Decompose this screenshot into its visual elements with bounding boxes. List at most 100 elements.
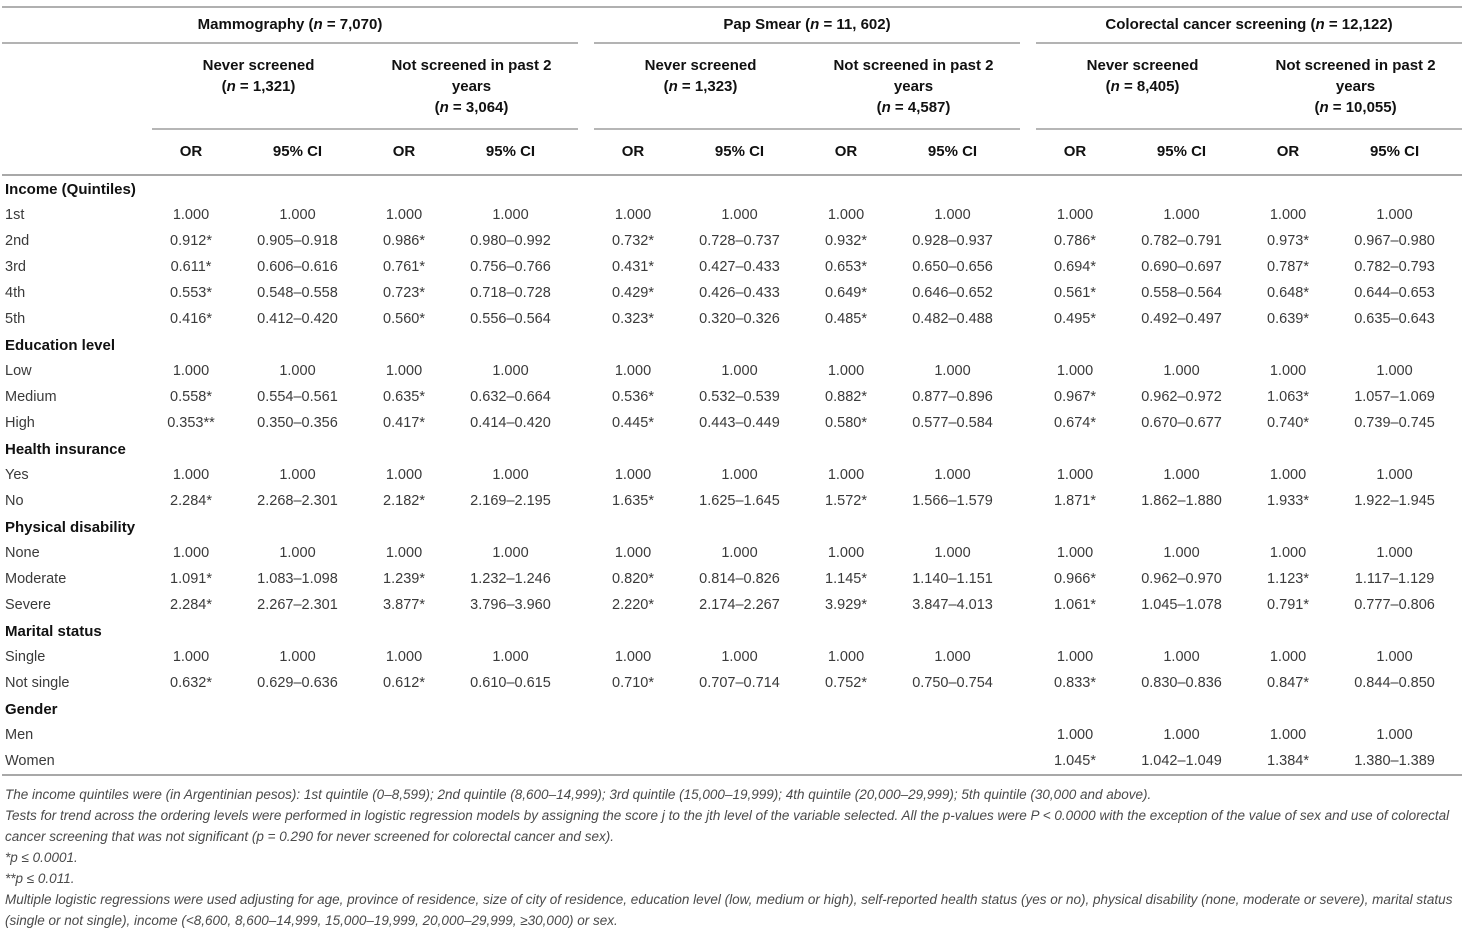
or-value: 1.000 bbox=[1269, 649, 1307, 665]
subgroup-colorectal-past2: Not screened in past 2 years (n = 10,055) bbox=[1249, 43, 1462, 130]
or-value: 0.580* bbox=[825, 415, 867, 431]
or-value: 0.674* bbox=[1054, 415, 1096, 431]
group-title-text: Mammography ( bbox=[197, 16, 314, 33]
or-value: 0.847* bbox=[1267, 675, 1309, 691]
table-row: 3rd 0.611* 0.606–0.616 0.761* 0.756–0.766 0.4… bbox=[2, 254, 1462, 280]
ci-value: 0.606–0.616 bbox=[257, 259, 338, 275]
ci-value: 2.268–2.301 bbox=[257, 493, 338, 509]
or-value: 2.220* bbox=[612, 597, 654, 613]
or-value: 1.000 bbox=[172, 467, 210, 483]
ci-value: 0.635–0.643 bbox=[1354, 311, 1435, 327]
footnote: **p ≤ 0.011. bbox=[5, 871, 75, 886]
or-value: 1.000 bbox=[172, 649, 210, 665]
ci-value: 0.877–0.896 bbox=[912, 389, 993, 405]
ci-value: 1.000 bbox=[1376, 363, 1413, 379]
section-header-row: Health insurance bbox=[2, 436, 1462, 462]
column-gap bbox=[1020, 129, 1037, 176]
section-header: Physical disability bbox=[5, 519, 136, 536]
table-row: Low 1.000 1.000 1.000 1.000 1.000 1.000 1.000 1.… bbox=[2, 358, 1462, 384]
ci-value: 0.782–0.791 bbox=[1141, 233, 1222, 249]
ci-header: 95% CI bbox=[1114, 129, 1250, 176]
ci-value: 1.232–1.246 bbox=[470, 571, 551, 587]
ci-value: 0.750–0.754 bbox=[912, 675, 993, 691]
ci-value: 1.000 bbox=[934, 545, 971, 561]
or-value: 0.723* bbox=[383, 285, 425, 301]
column-gap bbox=[578, 358, 594, 384]
ci-value: 3.796–3.960 bbox=[470, 597, 551, 613]
ci-value: 1.000 bbox=[492, 649, 529, 665]
ci-value: 1.000 bbox=[1376, 649, 1413, 665]
or-value: 1.000 bbox=[385, 467, 423, 483]
or-value: 0.967* bbox=[1054, 389, 1096, 405]
column-gap bbox=[578, 228, 594, 254]
ci-value: 1.000 bbox=[721, 649, 758, 665]
column-gap bbox=[578, 644, 594, 670]
ci-value bbox=[885, 748, 1020, 775]
column-gap bbox=[1020, 644, 1036, 670]
ci-value: 0.556–0.564 bbox=[470, 311, 551, 327]
or-value: 0.761* bbox=[383, 259, 425, 275]
ci-value: 0.707–0.714 bbox=[699, 675, 780, 691]
or-value: 1.000 bbox=[385, 207, 423, 223]
table-body: Income (Quintiles) 1st 1.000 1.000 1.000 1.00… bbox=[2, 175, 1462, 775]
or-value: 1.000 bbox=[614, 649, 652, 665]
or-header: OR bbox=[365, 129, 443, 176]
ci-value: 2.267–2.301 bbox=[257, 597, 338, 613]
row-label: 3rd bbox=[5, 259, 26, 275]
subgroup-pap-never: Never screened (n = 1,323) bbox=[594, 43, 807, 130]
ci-value: 1.000 bbox=[934, 207, 971, 223]
table-row: Not single 0.632* 0.629–0.636 0.612* 0.610–0… bbox=[2, 670, 1462, 696]
table-row: 5th 0.416* 0.412–0.420 0.560* 0.556–0.564 0.3… bbox=[2, 306, 1462, 332]
or-value: 0.416* bbox=[170, 311, 212, 327]
table-row: Men 1.000 1.000 1.000 1.000 bbox=[2, 722, 1462, 748]
section-header: Marital status bbox=[5, 623, 102, 640]
column-gap bbox=[1020, 566, 1036, 592]
ci-value: 1.000 bbox=[279, 649, 316, 665]
ci-value bbox=[230, 748, 365, 775]
column-gap bbox=[578, 592, 594, 618]
ci-value: 0.412–0.420 bbox=[257, 311, 338, 327]
or-value: 0.882* bbox=[825, 389, 867, 405]
or-value: 0.820* bbox=[612, 571, 654, 587]
table-row: High 0.353** 0.350–0.356 0.417* 0.414–0.420 0… bbox=[2, 410, 1462, 436]
row-label: Severe bbox=[5, 597, 51, 613]
or-value: 0.787* bbox=[1267, 259, 1309, 275]
column-gap bbox=[1020, 748, 1036, 775]
section-header-row: Physical disability bbox=[2, 514, 1462, 540]
or-value: 1.145* bbox=[825, 571, 867, 587]
or-value: 0.710* bbox=[612, 675, 654, 691]
or-value: 0.833* bbox=[1054, 675, 1096, 691]
ci-value: 0.962–0.972 bbox=[1141, 389, 1222, 405]
ci-value: 1.000 bbox=[492, 545, 529, 561]
or-value: 1.000 bbox=[172, 363, 210, 379]
ci-value: 0.980–0.992 bbox=[470, 233, 551, 249]
ci-value: 0.844–0.850 bbox=[1354, 675, 1435, 691]
ci-value: 0.967–0.980 bbox=[1354, 233, 1435, 249]
ci-value: 1.000 bbox=[279, 363, 316, 379]
row-label: None bbox=[5, 545, 40, 561]
section-header-row: Marital status bbox=[2, 618, 1462, 644]
row-label: 2nd bbox=[5, 233, 30, 249]
table-row: No 2.284* 2.268–2.301 2.182* 2.169–2.195 1.63… bbox=[2, 488, 1462, 514]
ci-value: 2.169–2.195 bbox=[470, 493, 551, 509]
ci-value: 0.629–0.636 bbox=[257, 675, 338, 691]
or-value: 2.284* bbox=[170, 493, 212, 509]
or-value: 1.000 bbox=[827, 467, 865, 483]
or-value: 1.384* bbox=[1267, 753, 1309, 769]
subgroup-header-row: Never screened (n = 1,321) Not screened i… bbox=[2, 43, 1462, 130]
or-value: 0.966* bbox=[1054, 571, 1096, 587]
subgroup-mammography-past2: Not screened in past 2 years (n = 3,064) bbox=[365, 43, 578, 130]
or-value: 1.000 bbox=[827, 545, 865, 561]
or-header: OR bbox=[594, 129, 672, 176]
ci-value bbox=[443, 748, 578, 775]
ci-value: 0.532–0.539 bbox=[699, 389, 780, 405]
or-value: 2.182* bbox=[383, 493, 425, 509]
table-row: Women 1.045* 1.042–1.049 1.384* 1.380–1.389 bbox=[2, 748, 1462, 775]
or-value bbox=[807, 748, 885, 775]
row-label: Not single bbox=[5, 675, 70, 691]
section-header: Health insurance bbox=[5, 441, 126, 458]
ci-value: 0.646–0.652 bbox=[912, 285, 993, 301]
or-value: 1.000 bbox=[827, 649, 865, 665]
column-gap bbox=[1020, 540, 1036, 566]
table-row: 1st 1.000 1.000 1.000 1.000 1.000 1.000 1.000 1.… bbox=[2, 202, 1462, 228]
